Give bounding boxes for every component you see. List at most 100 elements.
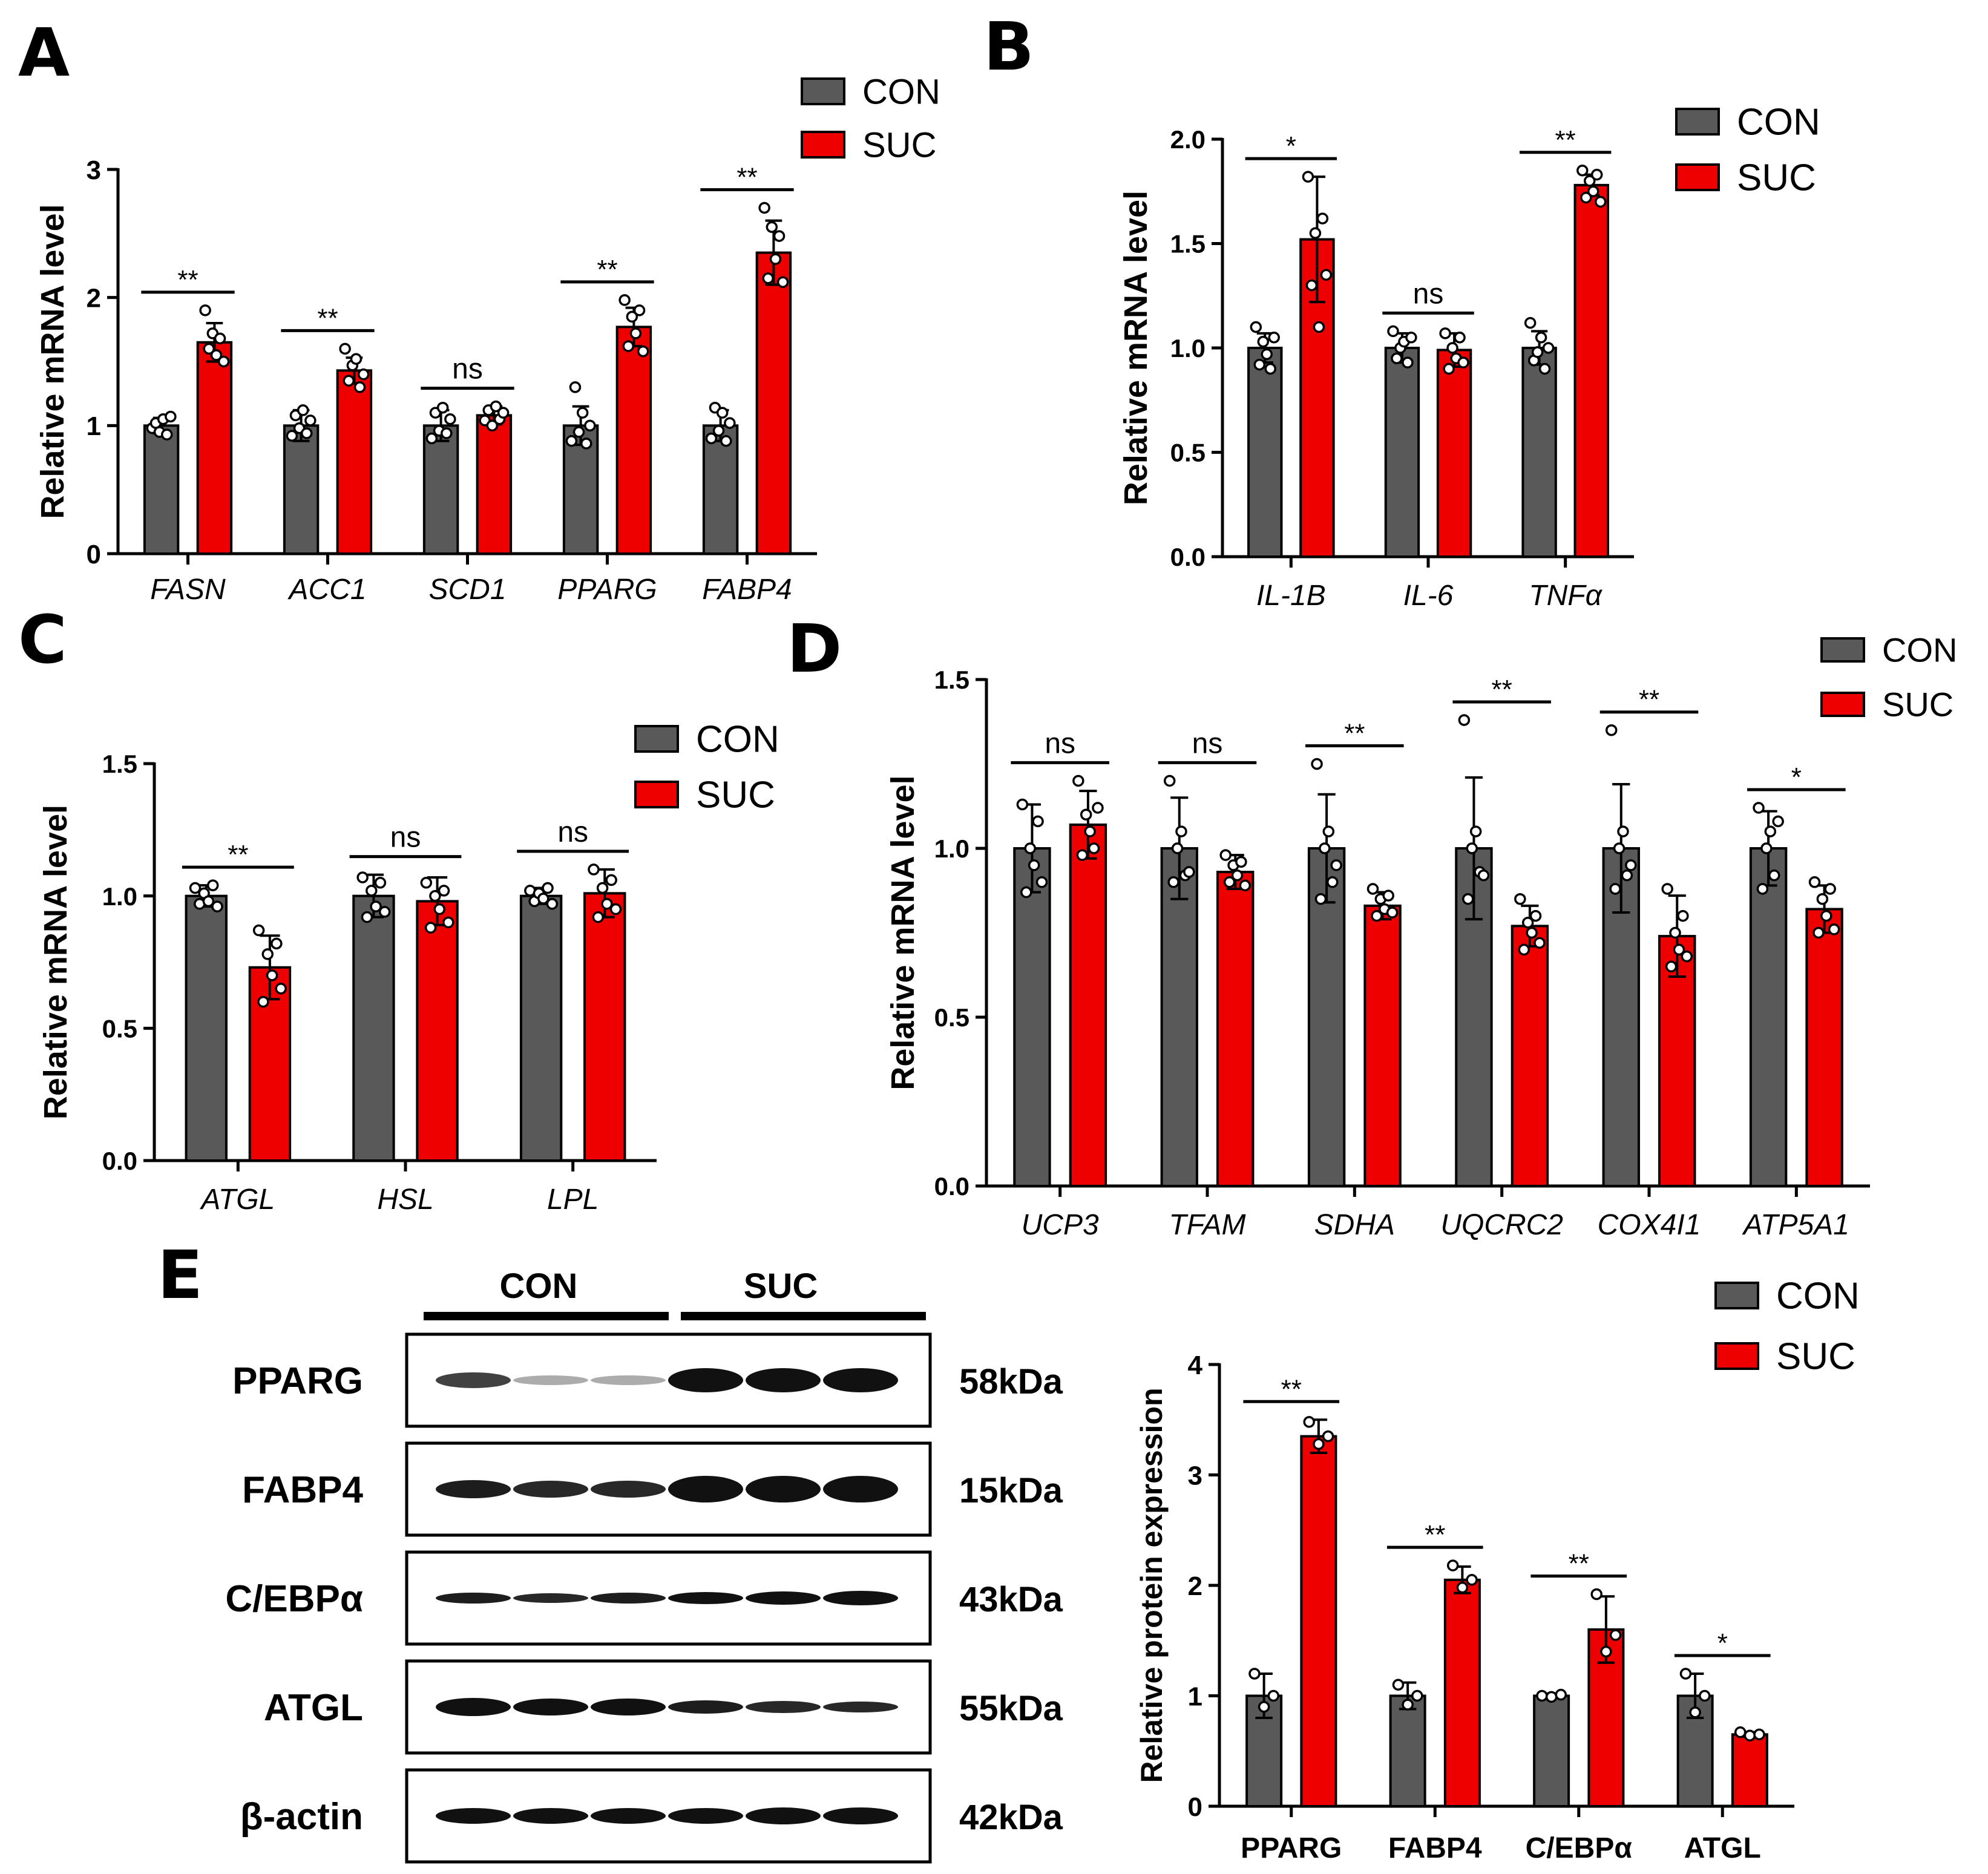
blot-band	[591, 1699, 666, 1715]
charte-data-point-con	[1248, 1668, 1261, 1680]
charte-data-point-con	[1545, 1691, 1558, 1703]
charta-category-label: PPARG	[557, 574, 657, 606]
charta-data-point-suc	[214, 332, 226, 345]
chartc-significance-label: **	[228, 840, 248, 870]
charta-data-point-suc	[629, 327, 642, 339]
chartb-data-point-suc	[1309, 227, 1322, 239]
chartb-ytick-label: 0.5	[1170, 439, 1206, 467]
charte-data-point-con	[1699, 1689, 1711, 1702]
chartd-data-point-suc	[1366, 883, 1379, 895]
chartb-data-point-suc	[1594, 195, 1607, 208]
charte-ytick-label: 3	[1188, 1461, 1202, 1490]
chartd-data-point-con	[1032, 815, 1044, 828]
chartc-data-point-con	[374, 877, 387, 889]
charte-data-point-con	[1402, 1699, 1414, 1711]
blot-band	[591, 1593, 666, 1604]
charte-data-point-suc	[1446, 1559, 1459, 1571]
chartb-bar-con	[1247, 347, 1283, 558]
chartc-data-point-suc	[609, 903, 622, 916]
charte-data-point-con	[1555, 1688, 1567, 1701]
chartd-significance-label: **	[1344, 719, 1365, 749]
chartc-data-point-con	[546, 898, 559, 910]
chartd-data-point-suc	[1239, 879, 1252, 892]
chartc-significance-label: ns	[557, 816, 588, 848]
chartd-ylabel: Relative mRNA level	[885, 775, 921, 1090]
western-blot: CON SUC PPARG 58kDa FABP4 15kDa C/EBPα 43kDa A…	[225, 1266, 1063, 1864]
charta-significance-label: **	[736, 163, 757, 192]
charte-data-point-suc	[1313, 1438, 1325, 1450]
chartb-data-point-con	[1538, 362, 1551, 375]
chartd-data-point-con	[1621, 869, 1633, 882]
chartc-data-point-con	[370, 900, 382, 912]
chartb-legend-label-suc: SUC	[1737, 157, 1816, 199]
charta-data-point-suc	[762, 272, 774, 284]
chartd-data-point-con	[1613, 842, 1626, 854]
chartd-data-point-con	[1458, 714, 1471, 726]
charte-bar-suc	[1731, 1733, 1768, 1807]
charta-legend-swatch-con	[801, 77, 845, 105]
chartc-category-label: HSL	[377, 1184, 433, 1216]
chartb-data-point-suc	[1439, 327, 1451, 339]
chartc-data-point-suc	[424, 922, 437, 934]
chartd-data-point-con	[1605, 724, 1618, 736]
blot-band	[436, 1480, 511, 1498]
chartc-data-point-suc	[438, 885, 450, 897]
charte-data-point-suc	[1609, 1629, 1622, 1641]
chartd-data-point-con	[1753, 802, 1765, 814]
charte-ytick-label: 4	[1188, 1351, 1203, 1380]
chartd-data-point-suc	[1828, 923, 1840, 935]
chartc-data-point-suc	[257, 995, 269, 1008]
charte-bar-suc	[1443, 1578, 1481, 1807]
blot-band	[823, 1476, 898, 1502]
chartb-data-point-con	[1257, 335, 1270, 348]
chartb-data-point-con	[1402, 356, 1414, 369]
charta-data-point-suc	[776, 276, 789, 289]
charta-data-point-suc	[633, 304, 646, 316]
chartd-bar-suc	[1363, 904, 1402, 1187]
chartd-bar-suc	[1511, 925, 1549, 1187]
charta-data-point-con	[565, 434, 578, 447]
chartd-ytick-label: 0.0	[934, 1172, 969, 1201]
charta-significance-label: **	[177, 265, 198, 295]
chartd-category-label: UQCRC2	[1440, 1209, 1563, 1241]
blot-band	[513, 1375, 588, 1385]
blot-band	[436, 1593, 511, 1604]
chartb-ytick-label: 2.0	[1170, 125, 1206, 154]
charta-ytick-label: 1	[87, 411, 101, 441]
chartc-ytick-label: 0.0	[102, 1147, 137, 1175]
chartd-ytick-label: 1.5	[934, 666, 969, 694]
chartb-legend-label-con: CON	[1737, 102, 1820, 143]
chartb-bar-con	[1521, 347, 1557, 558]
charta-bar-suc	[476, 414, 513, 555]
chartc-data-point-con	[542, 882, 554, 894]
charta-legend-label-suc: SUC	[862, 125, 936, 165]
charte-bar-suc	[1300, 1435, 1337, 1807]
chartb-data-point-suc	[1587, 185, 1599, 197]
chartd-data-point-con	[1466, 842, 1478, 854]
charte-bar-con	[1676, 1694, 1714, 1807]
blot-band	[591, 1481, 666, 1498]
chartc-data-point-suc	[261, 948, 274, 960]
blot-band	[823, 1807, 898, 1824]
charta-ytick-label: 0	[87, 540, 101, 569]
chartb-data-point-con	[1405, 332, 1417, 344]
chartd-data-point-con	[1462, 893, 1474, 905]
charta-data-point-con	[301, 427, 313, 439]
chartc-data-point-suc	[596, 882, 609, 894]
chartb-data-point-con	[1535, 332, 1547, 344]
charta-data-point-con	[297, 404, 309, 416]
chartd-legend-swatch-suc	[1820, 692, 1865, 717]
chartd-data-point-suc	[1371, 909, 1383, 922]
chartc-data-point-con	[361, 911, 373, 923]
chartd-significance-label: **	[1492, 675, 1512, 704]
blot-band	[591, 1375, 666, 1385]
chartc-data-point-con	[356, 871, 369, 883]
chartc-data-point-suc	[592, 911, 605, 923]
chartb-data-point-con	[1542, 342, 1555, 354]
chartd-significance-label: **	[1639, 685, 1659, 715]
charta-data-point-suc	[350, 353, 362, 365]
blot-band	[668, 1808, 743, 1824]
charta-data-point-suc	[353, 381, 366, 393]
charta-category-label: ACC1	[287, 574, 366, 606]
chartb-bar-suc	[1573, 183, 1609, 558]
